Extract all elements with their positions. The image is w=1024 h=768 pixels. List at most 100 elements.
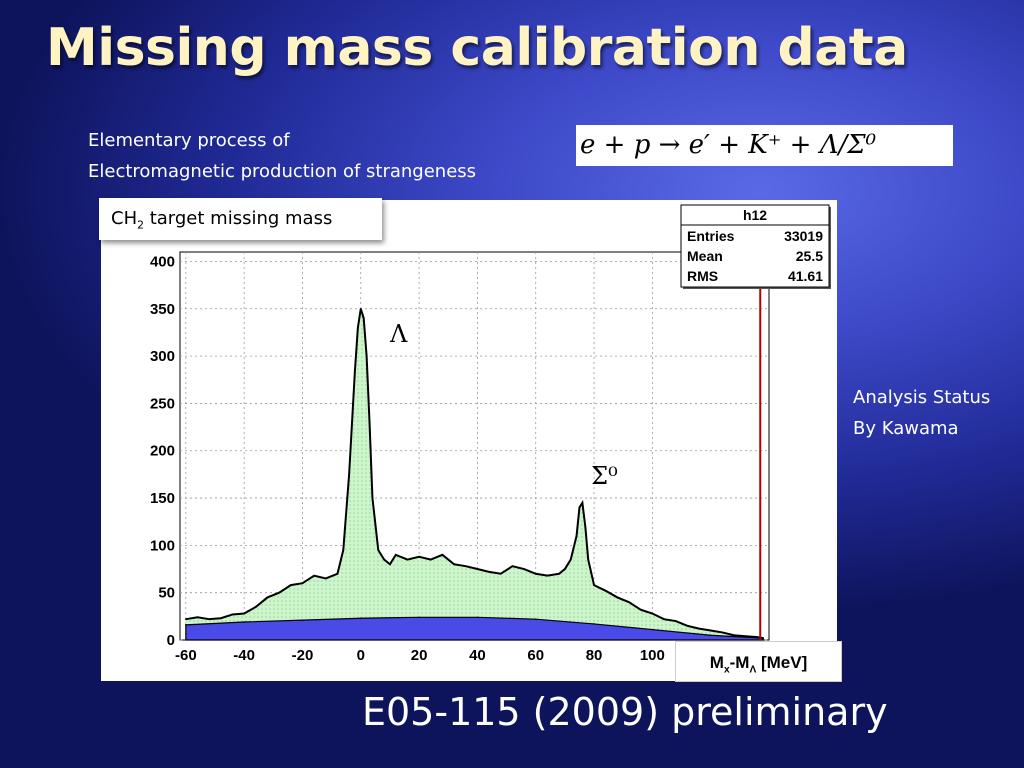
y-tick-label: 100 [150, 537, 175, 554]
background-data-point [185, 624, 187, 626]
x-tick-label: 0 [357, 647, 365, 664]
signal-data-point [546, 574, 549, 577]
signal-data-point [756, 636, 759, 638]
background-data-point [418, 616, 420, 619]
signal-data-point [651, 612, 654, 615]
signal-data-point [336, 572, 339, 575]
stats-row-value: 33019 [784, 228, 823, 244]
x-tick-label: 40 [469, 647, 486, 664]
preliminary-footer: E05-115 (2009) preliminary [362, 690, 888, 734]
signal-data-point [523, 568, 525, 570]
y-tick-label: 150 [150, 490, 175, 507]
signal-data-point [362, 317, 365, 320]
signal-series-line [185, 308, 764, 640]
signal-data-point [581, 501, 584, 504]
signal-data-point [721, 631, 724, 634]
background-data-point [476, 616, 479, 619]
signal-data-point [342, 549, 345, 551]
signal-data-point [406, 558, 409, 561]
signal-data-point [429, 558, 432, 561]
background-data-point [762, 637, 764, 639]
background-data-point [301, 619, 304, 621]
target-label: CH2 target missing mass [99, 198, 382, 240]
signal-data-point [733, 634, 735, 637]
signal-data-point [686, 625, 689, 627]
y-tick-label: 200 [150, 443, 175, 460]
signal-data-point [569, 558, 572, 561]
signal-data-point [639, 608, 642, 611]
target-label-subscript: 2 [137, 218, 144, 232]
signal-data-point [499, 572, 502, 575]
signal-data-point [488, 571, 490, 573]
background-data-point [359, 617, 362, 620]
signal-data-point [578, 506, 581, 509]
y-tick-label: 0 [167, 632, 175, 649]
signal-data-point [185, 618, 187, 620]
stats-box-title: h12 [743, 207, 767, 223]
y-tick-label: 400 [150, 253, 175, 270]
signal-data-point [709, 629, 712, 632]
stats-row-value: 41.61 [788, 268, 823, 284]
signal-data-point [365, 355, 368, 357]
signal-data-point [453, 563, 455, 566]
signal-data-point [564, 568, 566, 570]
x-tick-label: -40 [233, 647, 255, 664]
signal-data-point [584, 525, 587, 528]
y-tick-label: 50 [158, 585, 175, 602]
y-tick-label: 250 [150, 395, 175, 412]
signal-data-point [441, 554, 444, 556]
signal-data-point [290, 584, 292, 586]
analysis-status-line1: Analysis Status [853, 387, 991, 408]
signal-data-point [266, 596, 269, 599]
process-description-line2: Electromagnetic production of strangenes… [88, 161, 477, 182]
background-data-point [243, 621, 245, 623]
x-axis-title-sub-x: x [723, 664, 730, 676]
analysis-status: Analysis Status By Kawama [853, 382, 990, 444]
x-axis-title-m: M [709, 653, 724, 672]
peak-annotation-0: Λ [389, 320, 408, 348]
stats-row-label: Entries [687, 228, 735, 244]
signal-data-point [744, 635, 747, 638]
reaction-equation: e + p → e′ + K⁺ + Λ/Σ⁰ [576, 125, 953, 166]
signal-data-point [383, 558, 385, 561]
histogram-panel: -60 -40 -20 0 20 40 60 80 100 0 50 100 150 200 250 300 3… [101, 200, 837, 681]
signal-data-point [418, 555, 420, 558]
signal-data-point [389, 563, 391, 566]
x-axis-title-unit: [MeV] [756, 653, 808, 672]
x-tick-label: -20 [292, 647, 314, 664]
target-label-rest: target missing mass [143, 208, 333, 229]
stats-row-label: Mean [687, 248, 723, 264]
signal-data-point [394, 554, 397, 556]
signal-data-point [464, 565, 467, 567]
signal-data-point [698, 627, 700, 630]
signal-data-point [674, 620, 677, 622]
analysis-status-line2: By Kawama [853, 418, 959, 439]
signal-data-point [243, 612, 245, 615]
signal-data-point [616, 596, 619, 599]
signal-data-point [231, 613, 234, 616]
process-description-line1: Elementary process of [88, 130, 290, 151]
signal-data-point [220, 617, 222, 620]
signal-data-point [628, 601, 630, 603]
x-tick-label: 100 [640, 647, 665, 664]
signal-data-point [587, 558, 590, 561]
signal-data-point [377, 549, 380, 551]
signal-data-point [278, 591, 280, 594]
signal-data-point [357, 326, 359, 329]
background-data-point [534, 618, 537, 620]
slide-title: Missing mass calibration data [46, 18, 908, 78]
y-tick-label: 350 [150, 301, 175, 318]
x-tick-label: -60 [175, 647, 197, 664]
y-tick-label: 300 [150, 348, 175, 365]
peak-annotation-1: Σ⁰ [591, 462, 618, 490]
process-description: Elementary process of Electromagnetic pr… [88, 125, 476, 187]
signal-series-fill [185, 308, 764, 640]
signal-data-point [534, 572, 537, 575]
x-axis-title-minus-m: -M [729, 653, 750, 672]
signal-data-point [575, 535, 578, 537]
background-data-point [709, 634, 712, 637]
signal-data-point [196, 616, 199, 619]
x-tick-label: 60 [527, 647, 544, 664]
signal-data-point [301, 582, 304, 585]
signal-data-point [593, 584, 595, 586]
